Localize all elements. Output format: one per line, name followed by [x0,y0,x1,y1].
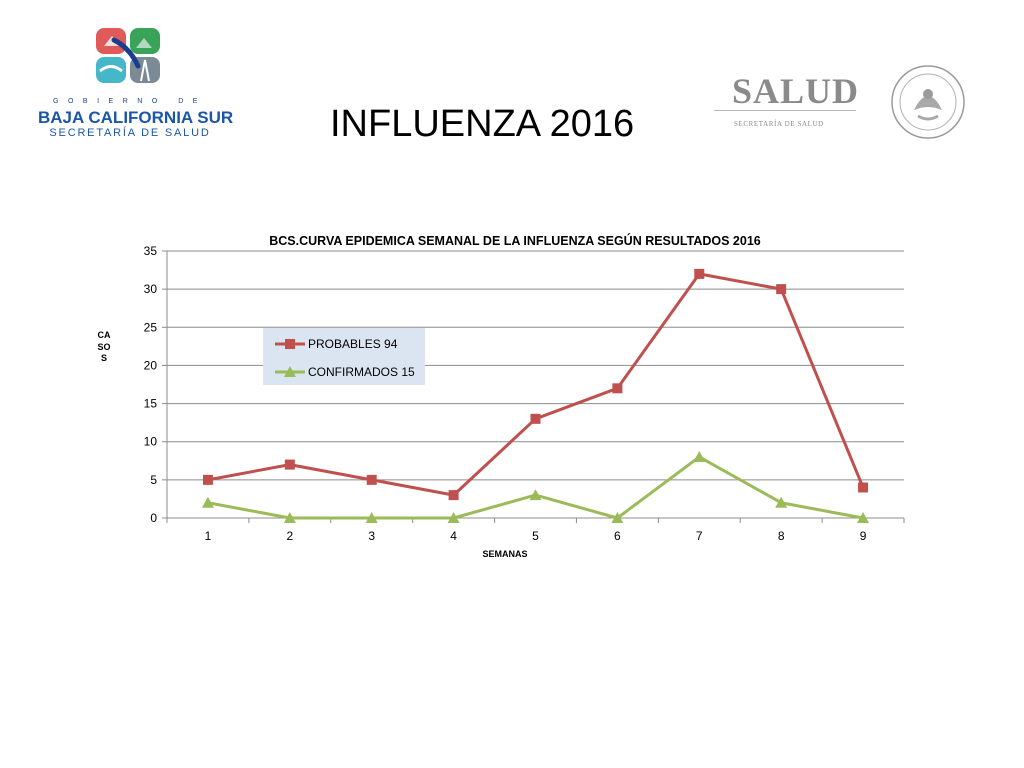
x-axis-label: SEMANAS [482,549,528,559]
probables-point [202,474,213,485]
y-tick-label: 15 [144,397,158,411]
dept-text: SECRETARÍA DE SALUD [49,127,211,139]
x-tick-label: 3 [368,529,375,543]
legend-item-1: PROBABLES 94 [263,334,425,354]
gov-text: GOBIERNO DE [53,98,207,105]
confirmados-point [447,512,460,523]
confirmados-point [529,489,542,501]
probables-point [366,474,377,485]
y-axis-label: CASOS [97,330,111,363]
confirmados-point [775,496,788,508]
y-tick-label: 20 [144,358,158,372]
chart-title: BCS.CURVA EPIDEMICA SEMANAL DE LA INFLUE… [269,234,761,248]
probables-point [858,482,869,493]
salud-logo: SALUD SECRETARÍA DE SALUD [712,62,862,144]
legend-swatch-icon [275,366,305,377]
confirmados-point [611,512,624,523]
epidemic-curve-chart: BCS.CURVA EPIDEMICA SEMANAL DE LA INFLUE… [95,228,915,568]
y-tick-label: 0 [150,511,157,525]
chart-legend: PROBABLES 94 CONFIRMADOS 15 [263,328,425,385]
legend-label: PROBABLES 94 [308,337,398,351]
x-tick-label: 8 [778,529,785,543]
x-tick-label: 7 [696,529,703,543]
salud-divider [714,110,856,111]
state-text: BAJA CALIFORNIA SUR [38,108,234,127]
x-tick-label: 1 [205,529,212,543]
page-title: INFLUENZA 2016 [330,103,635,145]
probables-point [776,284,787,295]
confirmados-point [201,496,214,508]
x-tick-label: 4 [450,529,457,543]
legend-label: CONFIRMADOS 15 [308,365,415,379]
confirmados-point [365,512,378,523]
legend-swatch-icon [275,339,305,349]
bcs-government-logo: GOBIERNO DE BAJA CALIFORNIA SUR SECRETAR… [38,26,234,142]
confirmados-point [857,512,870,523]
y-tick-label: 5 [150,473,157,487]
plot-area: 0 5 10 15 20 25 30 35 1 2 3 4 5 6 7 8 9 [144,244,905,543]
y-tick-label: 25 [144,320,158,334]
y-tick-label: 35 [144,244,158,258]
probables-point [284,459,295,470]
bcs-emblem-icon [96,28,160,83]
x-tick-label: 2 [286,529,293,543]
probables-point [530,413,541,424]
confirmados-point [283,512,296,523]
salud-subtitle: SECRETARÍA DE SALUD [734,120,824,128]
x-tick-label: 5 [532,529,539,543]
x-tick-label: 6 [614,529,621,543]
coat-of-arms-seal-icon [891,65,965,139]
probables-point [694,268,705,279]
salud-word: SALUD [732,71,860,111]
legend-item-2: CONFIRMADOS 15 [263,362,425,382]
probables-point [448,490,459,501]
x-tick-label: 9 [860,529,867,543]
y-tick-label: 10 [144,435,158,449]
probables-point [612,383,623,394]
y-tick-label: 30 [144,282,158,296]
confirmados-point [693,450,706,462]
